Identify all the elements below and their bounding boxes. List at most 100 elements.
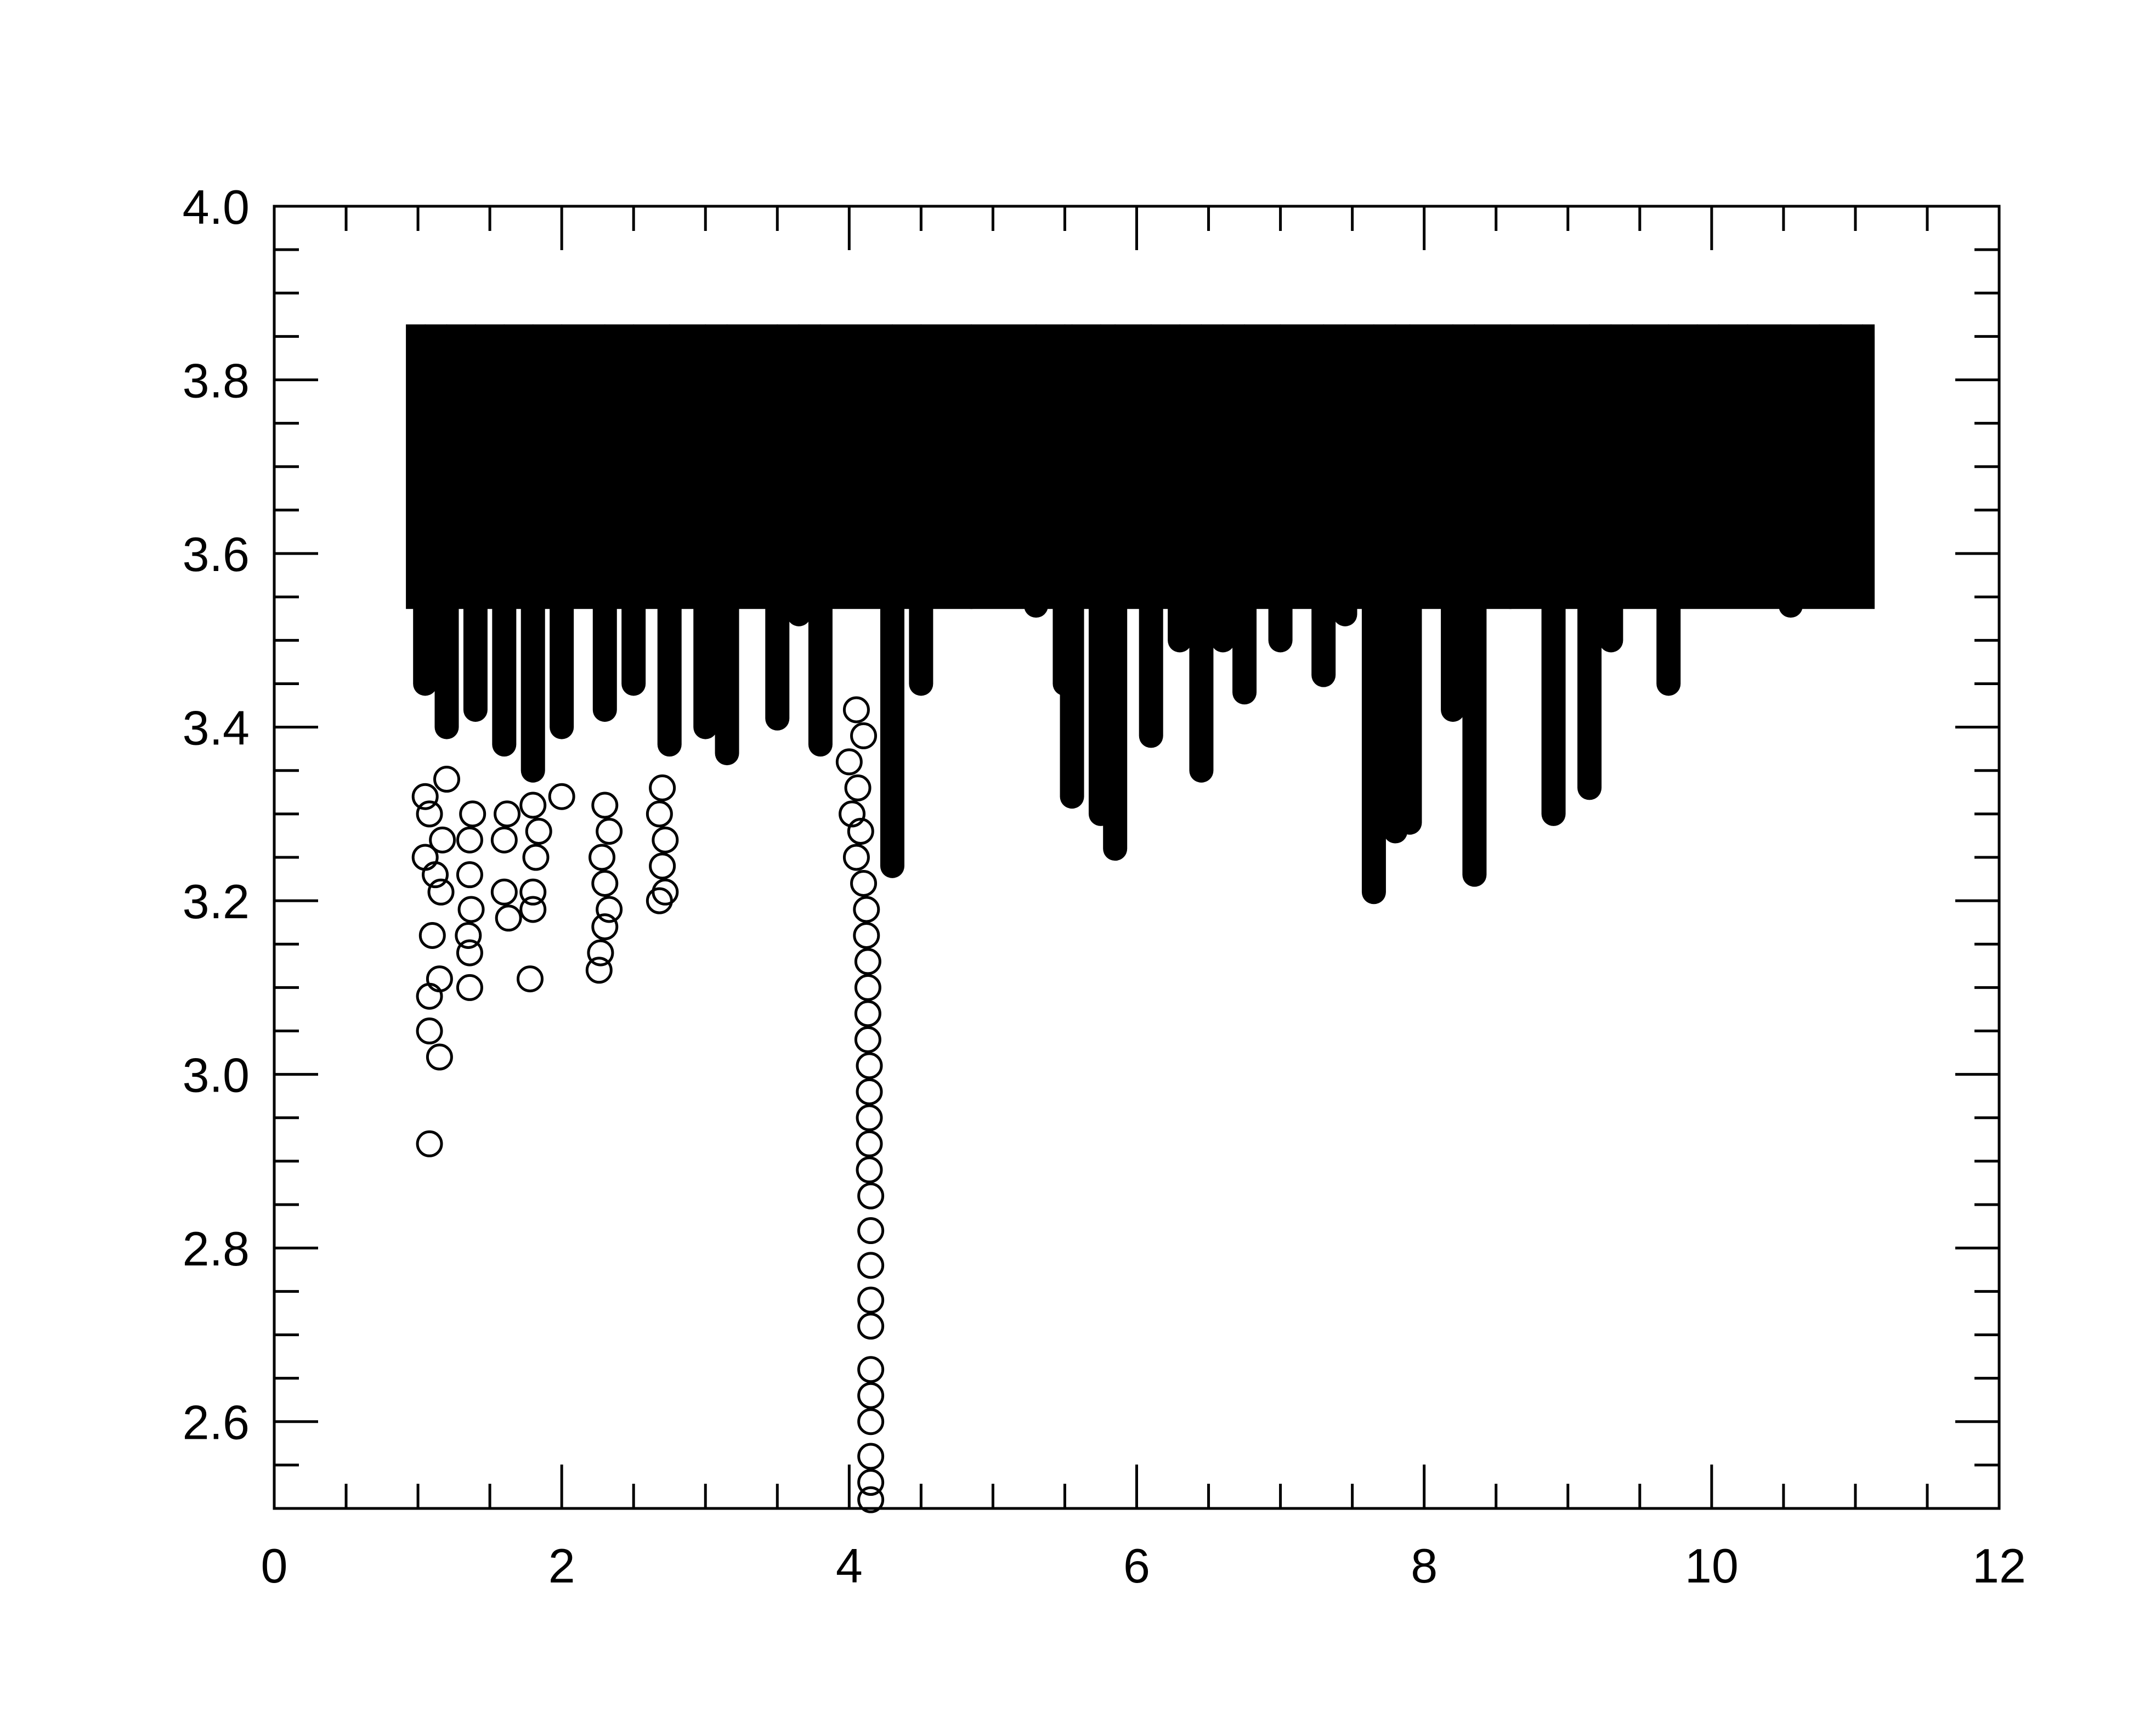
data-point (842, 696, 870, 723)
data-point (850, 869, 878, 897)
point-column (520, 324, 545, 783)
x-tick-label: 4 (836, 1539, 863, 1593)
data-point (416, 1130, 443, 1157)
data-point (856, 1130, 883, 1157)
data-point (596, 818, 623, 845)
data-point (854, 1000, 881, 1027)
data-point (519, 896, 547, 923)
point-column (1498, 324, 1523, 609)
point-column (1189, 324, 1214, 783)
x-tick-label: 2 (548, 1539, 575, 1593)
x-tick-label: 8 (1411, 1539, 1438, 1593)
point-column (1210, 324, 1235, 653)
data-point (585, 957, 613, 984)
point-column (1397, 324, 1422, 835)
data-point (652, 826, 679, 853)
data-point (854, 974, 881, 1001)
data-point (494, 800, 521, 828)
y-tick-label: 4.0 (183, 180, 250, 234)
point-column (621, 324, 646, 696)
x-tick-label: 6 (1123, 1539, 1150, 1593)
data-point (525, 818, 552, 845)
data-point (416, 800, 443, 828)
data-point (835, 748, 863, 776)
point-column (1361, 324, 1386, 905)
data-points-layer (406, 324, 1875, 1513)
data-point (411, 783, 439, 810)
y-tick-label: 3.0 (183, 1048, 250, 1103)
point-column (1462, 324, 1487, 887)
data-point (587, 939, 614, 966)
data-point (416, 982, 443, 1010)
data-point (857, 1408, 885, 1435)
point-column (765, 324, 790, 731)
point-column (1139, 324, 1163, 748)
data-point (522, 844, 550, 871)
point-column (592, 324, 617, 722)
data-point (596, 896, 623, 923)
data-point (857, 1382, 885, 1409)
data-point (847, 818, 874, 845)
data-point (418, 922, 446, 949)
point-column (786, 324, 811, 626)
point-column (1735, 324, 1760, 583)
point-column (1060, 324, 1084, 809)
y-tick-label: 3.4 (183, 701, 250, 755)
y-tick-label: 3.6 (183, 527, 250, 581)
data-point (853, 896, 880, 923)
point-column (1268, 324, 1293, 653)
y-tick-label: 2.6 (183, 1395, 250, 1450)
data-point (519, 878, 547, 906)
point-column (1103, 324, 1128, 861)
data-point (646, 887, 673, 914)
data-point (857, 1443, 885, 1470)
point-column (434, 324, 459, 739)
x-tick-label: 12 (1972, 1539, 2026, 1593)
data-point (426, 965, 453, 993)
x-tick-label: 0 (261, 1539, 288, 1593)
data-point (548, 783, 575, 810)
data-point (857, 1469, 885, 1496)
point-column (1778, 324, 1803, 618)
point-column (1620, 324, 1645, 540)
data-point (456, 974, 483, 1001)
point-column (715, 324, 739, 766)
point-column (909, 324, 933, 696)
data-point (588, 844, 616, 871)
point-column (693, 324, 718, 739)
point-column (1232, 324, 1257, 705)
point-column (1851, 324, 1875, 444)
point-column (1168, 324, 1192, 653)
data-point (459, 800, 486, 828)
point-column (1685, 324, 1710, 566)
data-point (842, 844, 870, 871)
point-column (1577, 324, 1602, 800)
data-point (416, 1018, 443, 1045)
point-column (1599, 324, 1623, 653)
data-point (857, 1313, 885, 1340)
point-column (880, 324, 904, 878)
data-point (854, 948, 881, 975)
data-point (490, 826, 518, 853)
point-column (1706, 324, 1731, 549)
data-point (591, 869, 619, 897)
point-column (657, 324, 682, 757)
data-point (854, 1026, 881, 1053)
point-column (463, 324, 488, 722)
point-column (1829, 324, 1853, 592)
data-point (422, 861, 449, 889)
data-point (844, 774, 872, 801)
data-point (857, 1486, 885, 1513)
data-point (426, 1043, 453, 1071)
x-tick-label: 10 (1685, 1539, 1739, 1593)
point-column (413, 324, 438, 696)
point-column (550, 324, 574, 739)
data-point (652, 878, 679, 906)
y-tick-label: 3.2 (183, 874, 250, 929)
point-column (1333, 324, 1357, 626)
data-point (857, 1252, 885, 1279)
data-point (456, 861, 483, 889)
point-column (1541, 324, 1566, 826)
plot-area-frame (273, 205, 2001, 1510)
